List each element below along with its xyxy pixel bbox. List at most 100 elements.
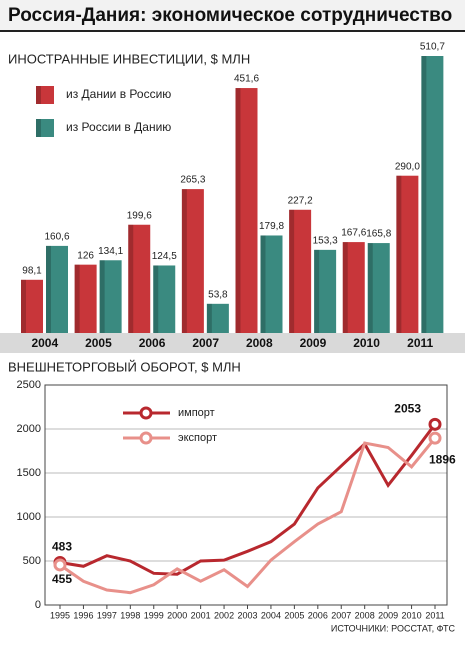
bar-shade — [46, 245, 51, 333]
bar-shade — [342, 242, 348, 333]
value-label: 124,5 — [152, 251, 177, 262]
bar — [314, 249, 337, 333]
x-tick-label: 2008 — [355, 610, 375, 620]
value-label: 451,6 — [234, 74, 259, 85]
x-tick-label: 2009 — [378, 610, 398, 620]
legend-marker — [139, 406, 153, 420]
line-chart-title: ВНЕШНЕТОРГОВЫЙ ОБОРОТ, $ МЛН — [8, 359, 241, 374]
plot-frame — [44, 384, 448, 606]
legend-swatch — [36, 86, 54, 104]
bar — [342, 242, 365, 333]
value-label: 455 — [52, 572, 72, 586]
y-tick-label: 0 — [35, 599, 41, 611]
bar — [181, 189, 204, 333]
x-tick-label: 2004 — [31, 336, 58, 350]
page-title: Россия-Дания: экономическое сотрудничест… — [8, 5, 452, 26]
bar — [396, 175, 419, 333]
bar-shade — [260, 235, 266, 333]
value-label: 483 — [52, 540, 72, 554]
bar — [128, 224, 151, 333]
series-line — [59, 437, 437, 595]
legend-label: из Дании в Россию — [66, 87, 171, 101]
bar-shade — [128, 224, 134, 333]
year-strip — [0, 333, 465, 353]
title-band — [0, 0, 465, 30]
x-tick-label: 2010 — [402, 610, 422, 620]
x-tick-label: 2007 — [331, 610, 351, 620]
bar-shade — [289, 209, 295, 333]
x-tick-label: 2005 — [85, 336, 112, 350]
x-tick-label: 2001 — [191, 610, 211, 620]
value-label: 98,1 — [22, 265, 42, 276]
value-label: 167,6 — [341, 228, 366, 239]
value-label: 165,8 — [366, 229, 391, 240]
bar-shade — [314, 249, 320, 333]
value-label: 134,1 — [98, 246, 123, 257]
x-tick-label: 2000 — [167, 610, 187, 620]
value-label: 160,6 — [44, 232, 69, 243]
bar-shade — [235, 88, 241, 333]
legend-label: импорт — [178, 407, 215, 419]
bar — [46, 245, 68, 333]
x-tick-label: 2004 — [261, 610, 281, 620]
bar — [206, 303, 229, 333]
end-marker — [428, 431, 442, 445]
bar — [235, 88, 258, 333]
x-tick-label: 1995 — [50, 610, 70, 620]
value-label: 1896 — [429, 452, 456, 466]
y-tick-label: 2500 — [17, 379, 41, 391]
value-label: 179,8 — [259, 221, 284, 232]
bar-shade — [367, 243, 373, 333]
x-tick-label: 2009 — [300, 336, 327, 350]
bar-shade — [421, 56, 427, 333]
x-tick-label: 2003 — [237, 610, 257, 620]
value-label: 510,7 — [420, 42, 445, 53]
x-tick-label: 2006 — [308, 610, 328, 620]
end-marker — [428, 417, 442, 431]
y-tick-label: 1000 — [17, 511, 41, 523]
y-tick-label: 500 — [23, 555, 41, 567]
bar — [260, 235, 283, 333]
value-label: 153,3 — [313, 235, 338, 246]
legend-marker — [139, 431, 153, 445]
bar-shade — [99, 260, 105, 333]
y-tick-label: 2000 — [17, 423, 41, 435]
legend-shade — [36, 86, 41, 104]
bar-shade — [21, 279, 26, 333]
x-tick-label: 2010 — [353, 336, 380, 350]
legend-label: из России в Данию — [66, 120, 171, 134]
bar — [367, 243, 390, 333]
bar — [99, 260, 122, 333]
bar — [21, 279, 43, 333]
value-label: 126 — [77, 250, 94, 261]
bar-shade — [153, 265, 159, 333]
value-label: 227,2 — [288, 195, 313, 206]
value-label: 53,8 — [208, 289, 228, 300]
y-tick-label: 1500 — [17, 467, 41, 479]
legend-shade — [36, 119, 41, 137]
x-tick-label: 2011 — [407, 336, 433, 350]
x-tick-label: 2008 — [246, 336, 273, 350]
value-label: 290,0 — [395, 161, 420, 172]
value-label: 2053 — [394, 402, 421, 416]
x-tick-label: 2002 — [214, 610, 234, 620]
x-tick-label: 2007 — [192, 336, 219, 350]
bar — [153, 265, 176, 333]
x-tick-label: 2006 — [139, 336, 166, 350]
bar-shade — [396, 175, 402, 333]
x-tick-label: 2011 — [425, 610, 444, 620]
bar — [421, 56, 444, 333]
bar-chart-title: ИНОСТРАННЫЕ ИНВЕСТИЦИИ, $ МЛН — [8, 51, 250, 66]
bar-shade — [206, 303, 212, 333]
legend-label: экспорт — [178, 432, 217, 444]
legend-swatch — [36, 119, 54, 137]
source: ИСТОЧНИКИ: РОССТАТ, ФТС — [331, 623, 456, 633]
value-label: 199,6 — [127, 210, 152, 221]
bar — [289, 209, 312, 333]
bar-shade — [181, 189, 187, 333]
bar — [74, 264, 97, 333]
x-tick-label: 1999 — [144, 610, 164, 620]
x-tick-label: 1998 — [120, 610, 140, 620]
series-line — [59, 423, 437, 576]
